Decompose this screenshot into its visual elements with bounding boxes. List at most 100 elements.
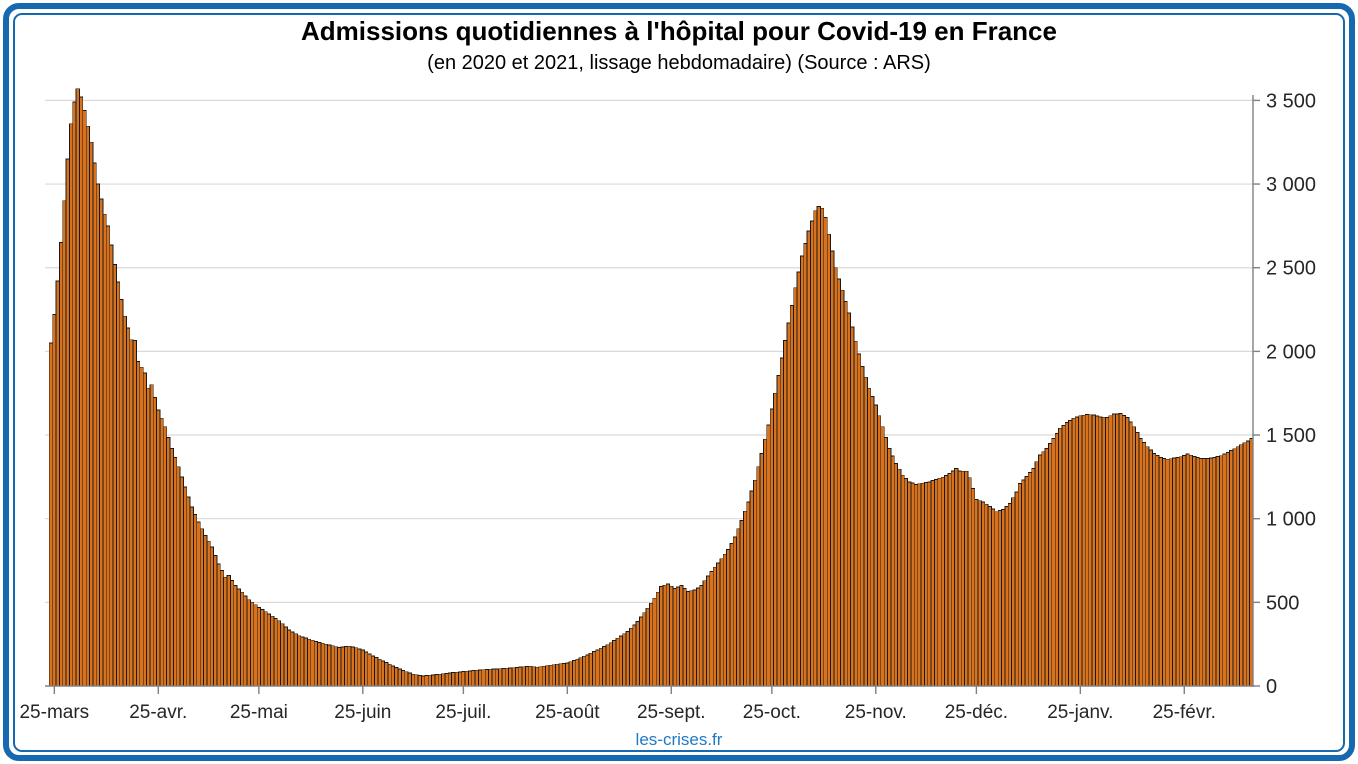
axes xyxy=(45,95,1254,687)
bar xyxy=(592,651,597,687)
bar xyxy=(742,510,748,687)
bar xyxy=(169,448,174,687)
bar xyxy=(236,588,241,687)
bar xyxy=(132,340,137,687)
bar xyxy=(1034,461,1039,687)
bar xyxy=(166,437,171,687)
bar xyxy=(1162,458,1167,687)
y-axis-labels: 0 500 1 000 1 500 2 000 2 500 3 000 3 500 xyxy=(1253,90,1316,698)
bar xyxy=(421,675,426,687)
bar xyxy=(223,576,228,687)
bar xyxy=(447,672,453,687)
bar xyxy=(1118,413,1123,687)
bar xyxy=(75,88,80,687)
bar xyxy=(759,453,764,687)
bar xyxy=(545,665,550,687)
bar xyxy=(1068,419,1073,687)
bar xyxy=(504,667,510,687)
bar xyxy=(179,476,184,687)
bar xyxy=(387,663,392,687)
bar xyxy=(414,674,419,687)
bar xyxy=(538,666,543,687)
bar xyxy=(478,669,483,687)
bar xyxy=(726,549,731,687)
bar xyxy=(484,669,489,687)
bar xyxy=(206,540,211,687)
bar xyxy=(1131,426,1137,687)
bar xyxy=(243,595,248,687)
bar xyxy=(880,426,885,687)
bar xyxy=(1219,455,1224,687)
bar xyxy=(367,653,372,687)
bar xyxy=(954,468,959,687)
x-tick-label: 25-nov. xyxy=(845,702,907,723)
bar xyxy=(464,670,469,687)
bar xyxy=(940,476,945,687)
bar xyxy=(85,125,90,687)
bar xyxy=(830,250,835,687)
bar xyxy=(635,621,640,687)
bar xyxy=(773,392,778,687)
bar xyxy=(1091,414,1096,687)
bar xyxy=(685,591,691,687)
bar xyxy=(370,655,375,687)
bar xyxy=(970,488,976,687)
bar xyxy=(1148,449,1153,687)
bar xyxy=(816,206,821,687)
bar xyxy=(1027,472,1033,687)
bar xyxy=(491,668,496,687)
bar xyxy=(397,668,402,687)
footer-site-link[interactable]: les-crises.fr xyxy=(635,730,723,749)
bar xyxy=(675,586,681,687)
bar xyxy=(350,646,355,687)
bar xyxy=(903,478,909,687)
bar xyxy=(786,322,791,687)
bar xyxy=(860,366,865,687)
bar xyxy=(186,496,191,687)
bar xyxy=(474,669,479,687)
bar xyxy=(481,669,486,687)
x-tick-label: 25-déc. xyxy=(945,702,1008,723)
gridlines xyxy=(45,99,1253,603)
bar xyxy=(1121,415,1126,687)
bar xyxy=(434,674,439,687)
bar xyxy=(233,585,238,687)
bar xyxy=(203,535,208,687)
bar xyxy=(669,585,674,687)
bar xyxy=(152,396,157,687)
bar xyxy=(981,501,986,687)
bar xyxy=(79,96,84,687)
bar xyxy=(1088,414,1093,687)
bar xyxy=(1048,442,1053,687)
bar xyxy=(323,643,328,687)
bar xyxy=(105,225,111,687)
bar xyxy=(256,606,261,687)
bar xyxy=(411,673,416,687)
bar xyxy=(531,666,536,687)
bar xyxy=(887,448,892,687)
bar xyxy=(793,287,798,687)
bar xyxy=(1084,414,1090,687)
bar xyxy=(176,466,181,687)
bar xyxy=(890,455,895,687)
daily-admission-bars xyxy=(48,88,1254,687)
bar xyxy=(608,642,613,687)
bar xyxy=(813,210,818,687)
x-tick-label: 25-avr. xyxy=(129,702,187,723)
bar xyxy=(1061,425,1066,687)
bar xyxy=(1195,457,1200,687)
x-tick-label: 25-mars xyxy=(19,702,89,723)
bar xyxy=(1017,483,1023,687)
bar xyxy=(330,645,335,687)
bar xyxy=(65,158,70,687)
bar xyxy=(823,217,828,687)
bar xyxy=(1202,458,1207,687)
bar xyxy=(1225,452,1230,687)
bar xyxy=(598,647,603,687)
bar xyxy=(293,633,298,687)
bar xyxy=(99,198,104,687)
bar xyxy=(156,409,161,687)
bar xyxy=(136,361,141,687)
bar xyxy=(612,640,617,687)
bar xyxy=(1215,456,1220,687)
